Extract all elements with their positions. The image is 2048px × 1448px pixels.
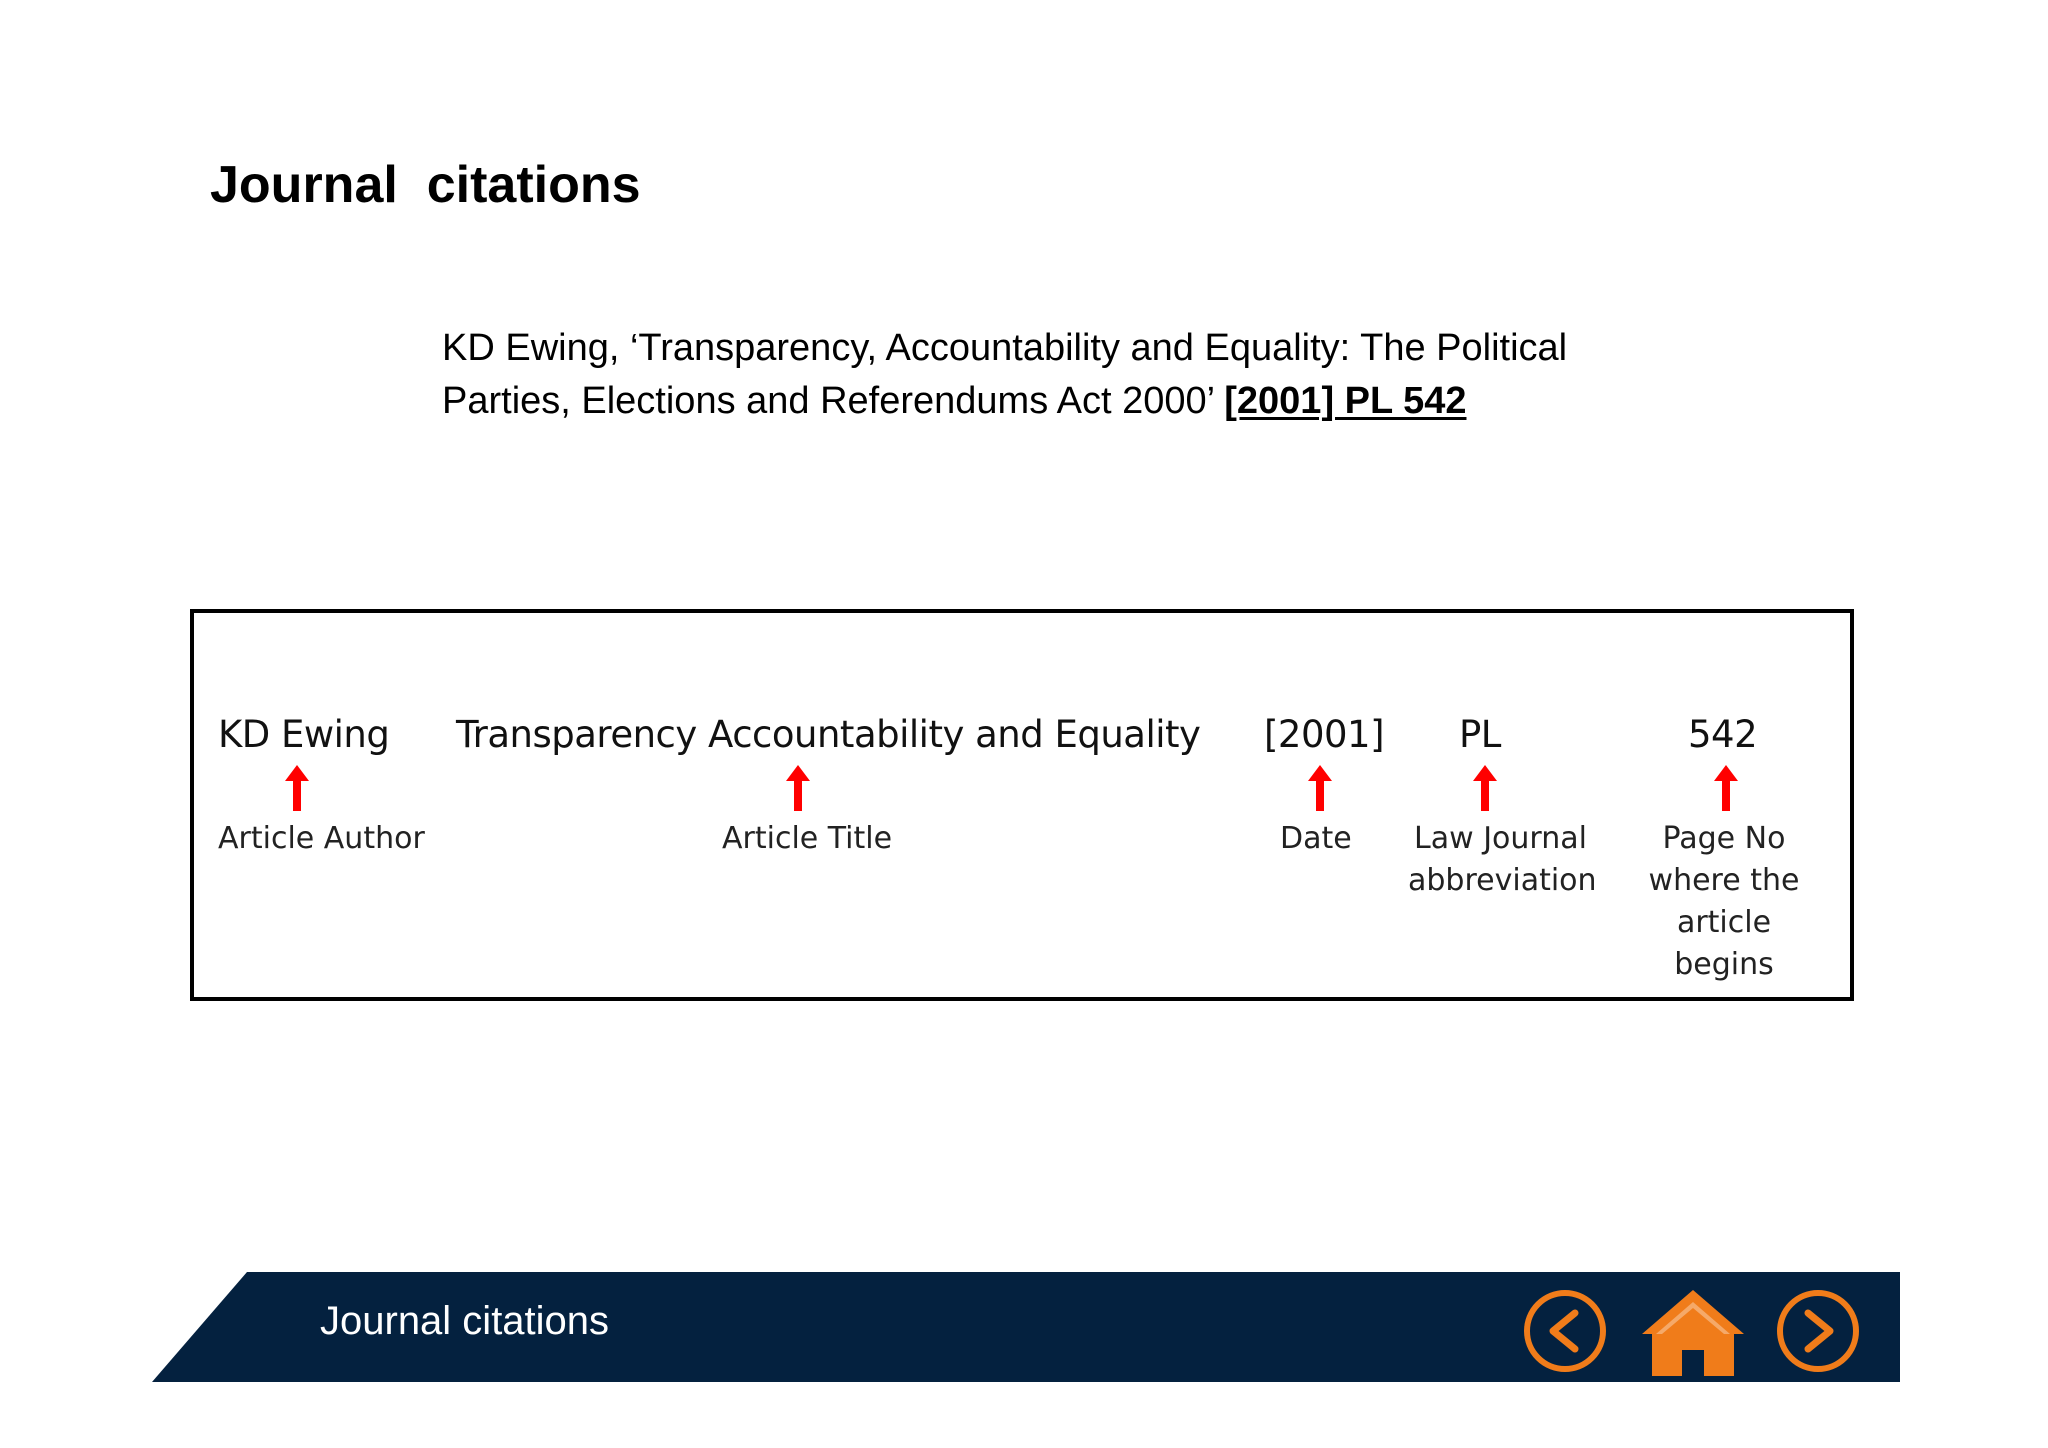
- previous-button[interactable]: [1523, 1289, 1607, 1373]
- role-journal: Law Journal abbreviation: [1408, 821, 1597, 898]
- arrow-up-icon: [285, 765, 309, 811]
- footer-title: Journal citations: [320, 1299, 610, 1343]
- citation-text: KD Ewing, ‘Transparency, Accountability …: [442, 327, 1568, 422]
- role-author: Article Author: [218, 821, 425, 856]
- citation-example: KD Ewing, ‘Transparency, Accountability …: [442, 322, 1622, 428]
- part-journal: PL: [1459, 713, 1501, 756]
- role-title: Article Title: [722, 821, 893, 856]
- arrow-up-icon: [1473, 765, 1497, 811]
- citation-reference: [2001] PL 542: [1224, 380, 1467, 422]
- arrow-up-icon: [1308, 765, 1332, 811]
- footer-bar: Journal citations: [152, 1272, 1900, 1382]
- home-icon: [1642, 1290, 1744, 1376]
- part-author: KD Ewing: [218, 713, 390, 756]
- arrow-up-icon: [1714, 765, 1738, 811]
- citation-breakdown-box: KD Ewing Transparency Accountability and…: [190, 609, 1854, 1001]
- next-button[interactable]: [1776, 1289, 1860, 1373]
- home-button[interactable]: [1640, 1288, 1746, 1378]
- part-date: [2001]: [1264, 713, 1385, 756]
- role-page: Page No where the article begins: [1648, 821, 1800, 982]
- arrow-up-icon: [786, 765, 810, 811]
- chevron-left-circle-icon: [1524, 1290, 1606, 1372]
- role-date: Date: [1280, 821, 1352, 856]
- slide-title: Journal citations: [210, 156, 641, 214]
- part-title: Transparency Accountability and Equality: [456, 713, 1201, 756]
- part-page: 542: [1688, 713, 1758, 756]
- footer-background: [152, 1272, 1900, 1382]
- chevron-right-circle-icon: [1777, 1290, 1859, 1372]
